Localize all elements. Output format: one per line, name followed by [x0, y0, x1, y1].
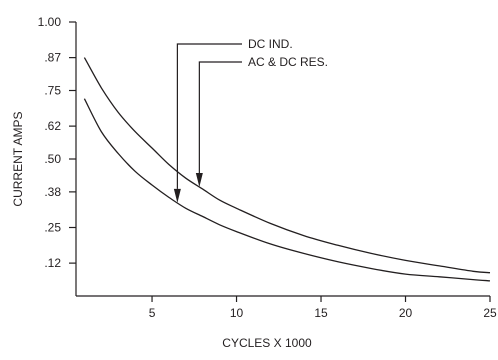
series-line-ac-dc-res: [83, 57, 491, 274]
y-tick-label: .75: [44, 84, 61, 98]
y-axis-label: CURRENT AMPS: [11, 111, 25, 206]
y-tick-label: .87: [44, 51, 61, 65]
callout-label-dc-ind: DC IND.: [248, 37, 293, 51]
y-tick-label: .62: [44, 119, 61, 133]
annotations: DC IND. AC & DC RES.: [173, 37, 328, 203]
callout-arrowhead-dc-ind: [173, 188, 181, 203]
y-tick-label: .12: [44, 256, 61, 270]
callout-leader-dc-ind: [176, 43, 242, 189]
x-axis-label: CYCLES X 1000: [222, 336, 312, 350]
x-tick-label: 15: [314, 306, 328, 320]
y-tick-label: 1.00: [38, 15, 62, 29]
series-line-dc-ind: [83, 98, 491, 282]
y-tick-label: .25: [44, 221, 61, 235]
x-tick-label: 25: [483, 306, 497, 320]
callout-leader-ac-dc-res: [198, 61, 242, 173]
x-tick-label: 10: [230, 306, 244, 320]
series: [83, 57, 491, 282]
x-tick-label: 5: [149, 306, 156, 320]
y-tick-label: .50: [44, 152, 61, 166]
callout-arrowhead-ac-dc-res: [195, 172, 203, 187]
ticks: 1.00 .87 .75 .62 .50 .38 .25 .12 5 10 15 20 25: [38, 15, 497, 320]
x-tick-label: 20: [399, 306, 413, 320]
callout-label-ac-dc-res: AC & DC RES.: [248, 55, 328, 69]
y-tick-label: .38: [44, 185, 61, 199]
